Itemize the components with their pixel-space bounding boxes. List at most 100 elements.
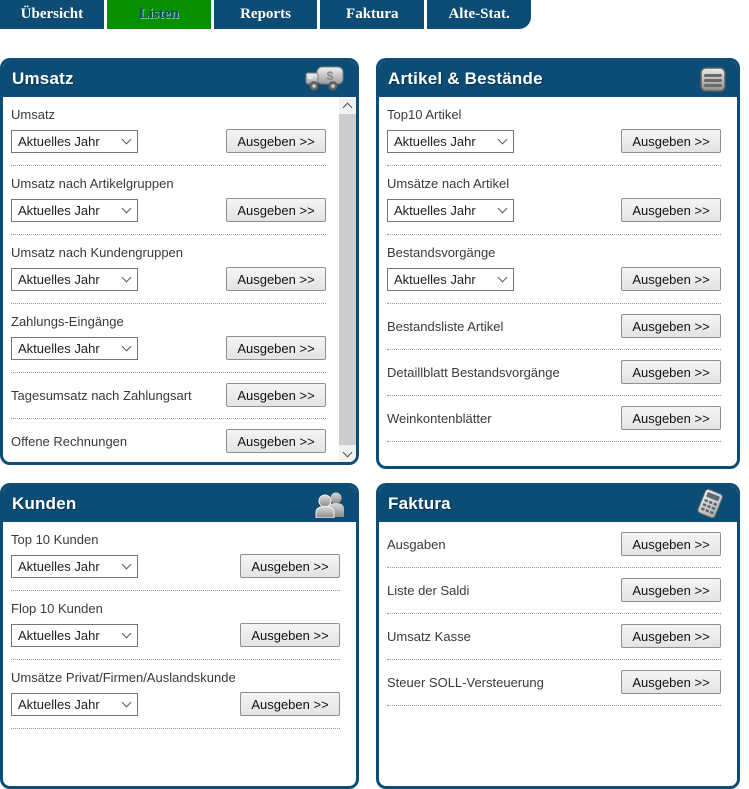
scroll-thumb[interactable] bbox=[339, 114, 356, 445]
section-umsatze-privat-firmen-auslandskunde: Umsätze Privat/Firmen/Auslandskunde Aktue… bbox=[11, 660, 340, 729]
ausgeben-button[interactable]: Ausgeben >> bbox=[240, 623, 340, 647]
ausgeben-button[interactable]: Ausgeben >> bbox=[621, 129, 721, 153]
panel-body: Top10 Artikel Aktuelles Jahr Ausgeben >> Um… bbox=[379, 97, 737, 466]
ausgeben-button[interactable]: Ausgeben >> bbox=[226, 429, 326, 453]
chevron-down-icon bbox=[121, 697, 132, 708]
ausgeben-button[interactable]: Ausgeben >> bbox=[621, 624, 721, 648]
ausgeben-button[interactable]: Ausgeben >> bbox=[240, 554, 340, 578]
year-select[interactable]: Aktuelles Jahr bbox=[11, 554, 138, 578]
section-label: Detaillblatt Bestandsvorgänge bbox=[387, 364, 560, 380]
chevron-down-icon bbox=[121, 628, 132, 639]
section-label: Umsatz Kasse bbox=[387, 628, 471, 644]
ausgeben-button[interactable]: Ausgeben >> bbox=[240, 692, 340, 716]
year-select[interactable]: Aktuelles Jahr bbox=[387, 267, 514, 291]
tab-bar: Übersicht Listen Reports Faktura Alte-Stat. bbox=[0, 0, 531, 29]
panel-kunden-header: Kunden bbox=[3, 486, 356, 522]
tab-faktura[interactable]: Faktura bbox=[320, 0, 428, 29]
section-controls: Aktuelles Jahr Ausgeben >> bbox=[387, 198, 721, 222]
section-offene-rechnungen: Offene Rechnungen Ausgeben >> bbox=[11, 419, 326, 462]
year-select[interactable]: Aktuelles Jahr bbox=[11, 198, 138, 222]
section-label: Bestandsliste Artikel bbox=[387, 318, 504, 334]
ausgeben-button[interactable]: Ausgeben >> bbox=[621, 578, 721, 602]
section-controls: Aktuelles Jahr Ausgeben >> bbox=[11, 692, 340, 716]
ausgeben-button[interactable]: Ausgeben >> bbox=[621, 198, 721, 222]
scrollbar[interactable] bbox=[339, 97, 356, 462]
section-label: Ausgaben bbox=[387, 536, 446, 552]
section-flop-10-kunden: Flop 10 Kunden Aktuelles Jahr Ausgeben >> bbox=[11, 591, 340, 660]
ausgeben-button[interactable]: Ausgeben >> bbox=[226, 267, 326, 291]
panel-umsatz-header: Umsatz $ bbox=[3, 61, 356, 97]
tab-listen[interactable]: Listen bbox=[106, 0, 214, 29]
year-select-value: Aktuelles Jahr bbox=[18, 133, 100, 149]
year-select-value: Aktuelles Jahr bbox=[394, 133, 476, 149]
chevron-down-icon bbox=[497, 134, 508, 145]
year-select[interactable]: Aktuelles Jahr bbox=[11, 267, 138, 291]
ausgeben-button[interactable]: Ausgeben >> bbox=[226, 129, 326, 153]
year-select[interactable]: Aktuelles Jahr bbox=[387, 129, 514, 153]
section-umsatz-nach-kundengruppen: Umsatz nach Kundengruppen Aktuelles Jahr A… bbox=[11, 235, 326, 304]
chevron-down-icon bbox=[121, 272, 132, 283]
section-ausgaben: Ausgaben Ausgeben >> bbox=[387, 522, 721, 568]
panel-faktura: Faktura Ausgaben A bbox=[376, 483, 740, 789]
ausgeben-button[interactable]: Ausgeben >> bbox=[226, 383, 326, 407]
section-detaillblatt-bestandsvorgange: Detaillblatt Bestandsvorgänge Ausgeben >> bbox=[387, 350, 721, 396]
year-select[interactable]: Aktuelles Jahr bbox=[11, 336, 138, 360]
year-select[interactable]: Aktuelles Jahr bbox=[11, 623, 138, 647]
panel-title: Artikel & Bestände bbox=[388, 69, 543, 88]
calculator-icon bbox=[693, 489, 727, 519]
ausgeben-button[interactable]: Ausgeben >> bbox=[621, 670, 721, 694]
panel-body: Ausgaben Ausgeben >> Liste der Saldi Ausgeb… bbox=[379, 522, 737, 786]
year-select-value: Aktuelles Jahr bbox=[18, 340, 100, 356]
users-icon bbox=[314, 490, 346, 518]
panel-title: Faktura bbox=[388, 494, 451, 513]
section-steuer-soll-versteuerung: Steuer SOLL-Versteuerung Ausgeben >> bbox=[387, 660, 721, 706]
ausgeben-button[interactable]: Ausgeben >> bbox=[226, 198, 326, 222]
section-umsatze-nach-artikel: Umsätze nach Artikel Aktuelles Jahr Ausgeb… bbox=[387, 166, 721, 235]
chevron-down-icon bbox=[121, 559, 132, 570]
crate-icon bbox=[699, 66, 727, 93]
chevron-down-icon bbox=[121, 341, 132, 352]
section-top-10-kunden: Top 10 Kunden Aktuelles Jahr Ausgeben >> bbox=[11, 522, 340, 591]
ausgeben-button[interactable]: Ausgeben >> bbox=[621, 267, 721, 291]
section-controls: Aktuelles Jahr Ausgeben >> bbox=[387, 129, 721, 153]
year-select-value: Aktuelles Jahr bbox=[18, 627, 100, 643]
tab-alte-stat[interactable]: Alte-Stat. bbox=[448, 6, 510, 22]
ausgeben-button[interactable]: Ausgeben >> bbox=[226, 336, 326, 360]
section-controls: Aktuelles Jahr Ausgeben >> bbox=[11, 336, 326, 360]
section-bestandsliste-artikel: Bestandsliste Artikel Ausgeben >> bbox=[387, 304, 721, 350]
tab-reports[interactable]: Reports bbox=[214, 0, 321, 29]
year-select[interactable]: Aktuelles Jahr bbox=[11, 129, 138, 153]
scroll-up-icon[interactable] bbox=[339, 97, 356, 114]
tab-ubersicht[interactable]: Übersicht bbox=[0, 0, 107, 29]
section-zahlungs-eingange: Zahlungs-Eingänge Aktuelles Jahr Ausgeben … bbox=[11, 304, 326, 373]
panel-kunden: Kunden Top 10 Kunden Aktuelles Jahr Ausgeb… bbox=[0, 483, 359, 789]
section-controls: Aktuelles Jahr Ausgeben >> bbox=[11, 198, 326, 222]
section-label: Zahlungs-Eingänge bbox=[11, 314, 124, 329]
chevron-down-icon bbox=[121, 203, 132, 214]
panel-title: Umsatz bbox=[12, 69, 74, 88]
ausgeben-button[interactable]: Ausgeben >> bbox=[621, 314, 721, 338]
year-select-value: Aktuelles Jahr bbox=[18, 696, 100, 712]
panel-body: Umsatz Aktuelles Jahr Ausgeben >> Umsatz na… bbox=[3, 97, 356, 462]
ausgeben-button[interactable]: Ausgeben >> bbox=[621, 360, 721, 384]
year-select-value: Aktuelles Jahr bbox=[18, 202, 100, 218]
section-label: Liste der Saldi bbox=[387, 582, 470, 598]
section-label: Umsatz bbox=[11, 107, 56, 122]
year-select[interactable]: Aktuelles Jahr bbox=[11, 692, 138, 716]
section-top10-artikel: Top10 Artikel Aktuelles Jahr Ausgeben >> bbox=[387, 97, 721, 166]
svg-text:$: $ bbox=[327, 69, 334, 83]
ausgeben-button[interactable]: Ausgeben >> bbox=[621, 406, 721, 430]
panel-artikel-header: Artikel & Bestände bbox=[379, 61, 737, 97]
section-bestandsvorgange: Bestandsvorgänge Aktuelles Jahr Ausgeben >… bbox=[387, 235, 721, 304]
panel-artikel-bestaende: Artikel & Bestände Top10 Artikel Aktuelle… bbox=[376, 58, 740, 469]
year-select-value: Aktuelles Jahr bbox=[394, 202, 476, 218]
section-label: Umsätze Privat/Firmen/Auslandskunde bbox=[11, 670, 236, 685]
section-label: Weinkontenblätter bbox=[387, 410, 492, 426]
year-select[interactable]: Aktuelles Jahr bbox=[387, 198, 514, 222]
chevron-down-icon bbox=[497, 203, 508, 214]
scroll-down-icon[interactable] bbox=[339, 445, 356, 462]
year-select-value: Aktuelles Jahr bbox=[394, 271, 476, 287]
ausgeben-button[interactable]: Ausgeben >> bbox=[621, 532, 721, 556]
section-label: Offene Rechnungen bbox=[11, 433, 128, 449]
section-controls: Aktuelles Jahr Ausgeben >> bbox=[11, 623, 340, 647]
